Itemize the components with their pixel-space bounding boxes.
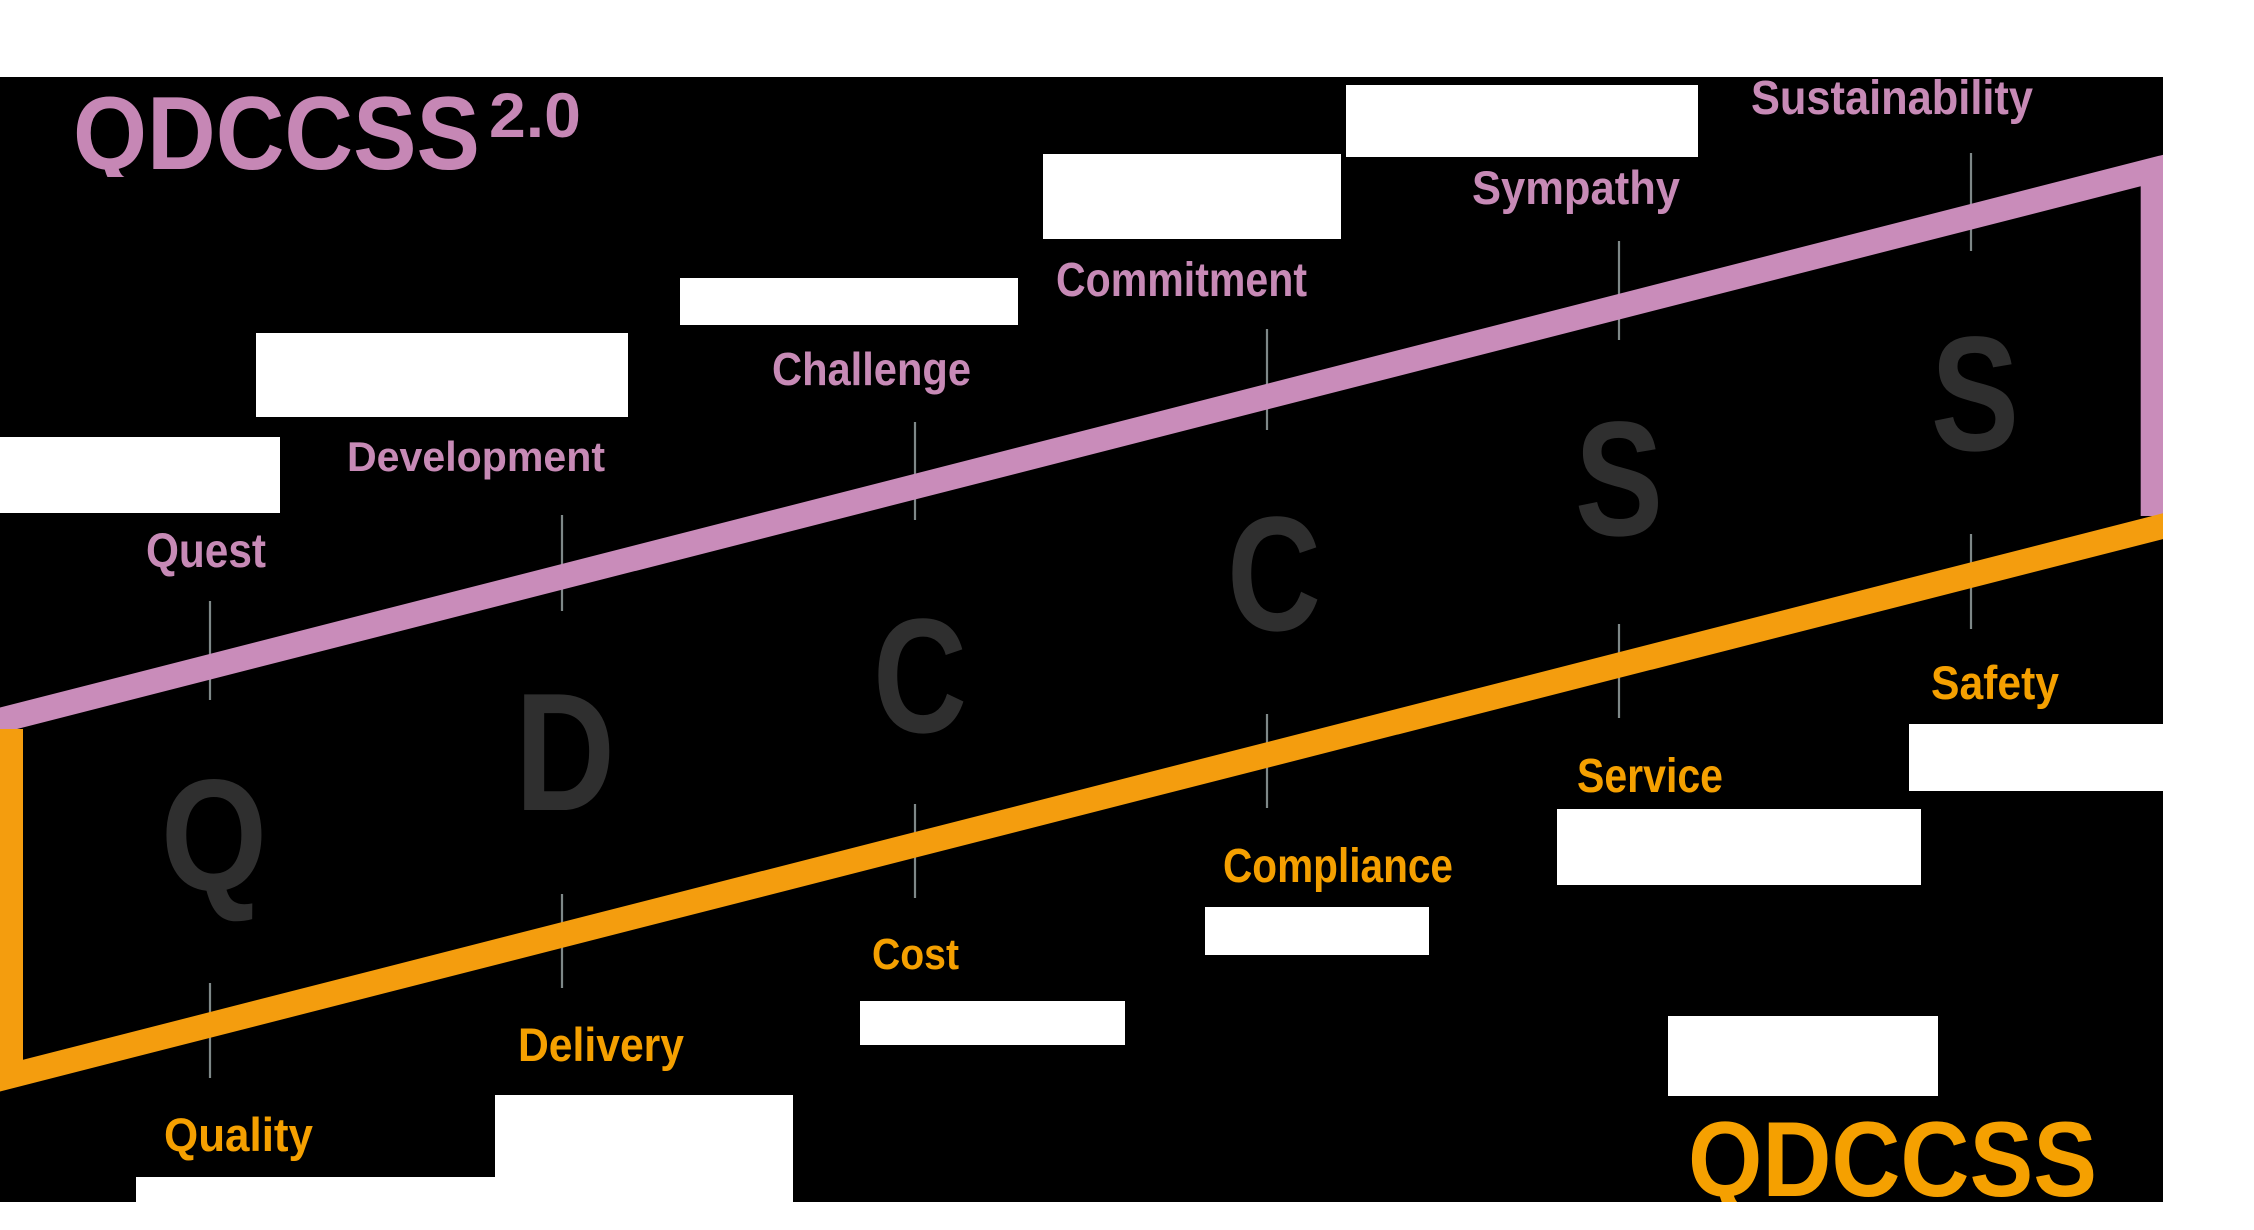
svg-text:C: C [873, 586, 967, 767]
svg-text:Development: Development [347, 433, 605, 480]
svg-text:QDCCSS: QDCCSS [73, 76, 480, 192]
svg-text:C: C [1227, 484, 1321, 665]
svg-text:Q: Q [161, 747, 267, 924]
svg-text:Sympathy: Sympathy [1472, 161, 1680, 214]
svg-text:Quality: Quality [164, 1108, 313, 1161]
svg-text:Compliance: Compliance [1223, 840, 1453, 893]
svg-text:Sustainability: Sustainability [1751, 72, 2033, 125]
svg-text:Safety: Safety [1931, 656, 2059, 709]
svg-text:Commitment: Commitment [1056, 254, 1307, 307]
svg-text:S: S [1575, 389, 1663, 570]
svg-text:2.0: 2.0 [489, 81, 581, 151]
svg-text:Delivery: Delivery [518, 1018, 684, 1071]
svg-text:Challenge: Challenge [772, 343, 971, 395]
svg-text:Service: Service [1577, 750, 1723, 803]
svg-text:QDCCSS: QDCCSS [1688, 1099, 2097, 1219]
svg-text:Cost: Cost [872, 930, 959, 979]
svg-text:Quest: Quest [146, 525, 266, 578]
svg-text:S: S [1931, 304, 2019, 485]
svg-text:D: D [515, 658, 615, 846]
